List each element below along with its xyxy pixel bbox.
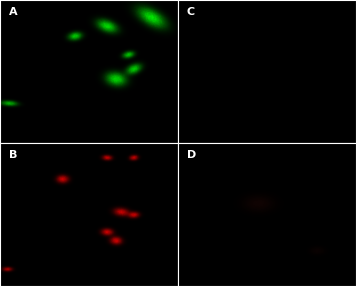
Text: C: C xyxy=(187,7,195,17)
Text: D: D xyxy=(187,150,196,160)
Text: B: B xyxy=(9,150,17,160)
Text: A: A xyxy=(9,7,17,17)
